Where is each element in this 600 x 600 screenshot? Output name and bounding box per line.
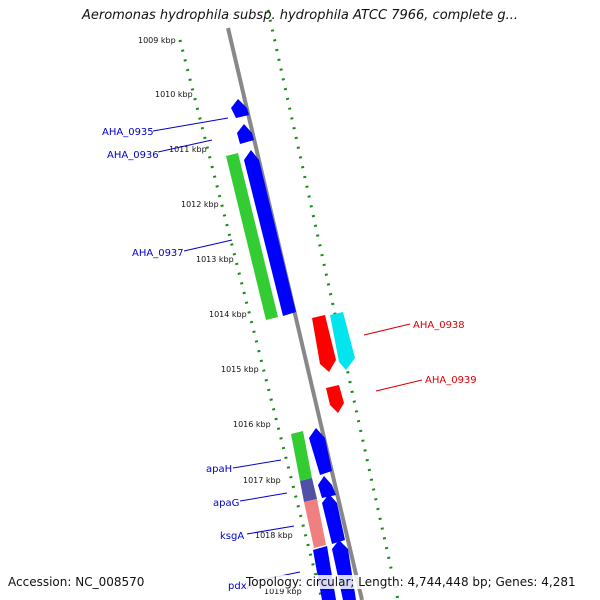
leader-line	[152, 117, 229, 132]
accession-text: Accession: NC_008570	[8, 575, 145, 589]
gene-arrow-aha-0939[interactable]	[326, 385, 344, 413]
gene-label-apag[interactable]: apaG	[213, 498, 239, 509]
tick-label: 1011 kbp	[169, 145, 207, 154]
gene-arrow-pdxa-2[interactable]	[332, 540, 356, 600]
gene-label-aha-0936[interactable]: AHA_0936	[107, 150, 159, 161]
map-title: Aeromonas hydrophila subsp. hydrophila A…	[81, 8, 519, 23]
gene-label-apah[interactable]: apaH	[206, 464, 232, 475]
gene-arrow-aha-0938[interactable]	[312, 315, 336, 372]
tick-labels: 1009 kbp 1010 kbp 1011 kbp 1012 kbp 1013…	[138, 36, 302, 596]
rna-bar-apah[interactable]	[291, 431, 312, 481]
leader-line	[375, 379, 423, 392]
leader-line	[363, 323, 411, 336]
tick-label: 1016 kbp	[233, 420, 271, 429]
gene-label-aha-0935[interactable]: AHA_0935	[102, 127, 154, 138]
right-dotted-track	[266, 9, 400, 600]
segment-ksga[interactable]	[304, 499, 326, 548]
left-dotted-track	[178, 39, 324, 600]
gene-arrow-aha-0937[interactable]	[244, 150, 296, 316]
genome-backbone	[226, 27, 364, 600]
tick-label: 1009 kbp	[138, 36, 176, 45]
leader-line	[239, 492, 288, 502]
gene-arrow-apah[interactable]	[309, 428, 332, 475]
tick-label: 1012 kbp	[181, 200, 219, 209]
gene-arrow-aha-0936[interactable]	[237, 124, 254, 144]
rna-bar-aha-0938[interactable]	[330, 312, 355, 370]
reverse-strand-features	[312, 312, 355, 413]
leader-line	[157, 139, 213, 153]
tick-label: 1017 kbp	[243, 476, 281, 485]
gene-arrow-ksga[interactable]	[322, 494, 345, 544]
gene-arrow-apag[interactable]	[318, 476, 336, 498]
forward-strand-features	[226, 99, 356, 600]
gene-label-aha-0939[interactable]: AHA_0939	[425, 375, 477, 386]
gene-label-aha-0937[interactable]: AHA_0937	[132, 248, 184, 259]
tick-label: 1015 kbp	[221, 365, 259, 374]
leader-line	[183, 239, 233, 252]
segment-apag[interactable]	[300, 478, 317, 502]
tick-label: 1013 kbp	[196, 255, 234, 264]
leader-line	[246, 525, 295, 535]
forward-gene-labels: AHA_0935 AHA_0936 AHA_0937 apaH apaG ksg…	[102, 117, 301, 592]
tick-label: 1019 kbp	[264, 587, 302, 596]
leader-line	[232, 459, 282, 469]
gene-arrow-aha-0935[interactable]	[231, 99, 249, 118]
tick-label: 1014 kbp	[209, 310, 247, 319]
tick-label: 1010 kbp	[155, 90, 193, 99]
gene-label-pdxa[interactable]: pdxA	[228, 581, 254, 592]
gene-label-ksga[interactable]: ksgA	[220, 531, 244, 542]
reverse-gene-labels: AHA_0938 AHA_0939	[363, 320, 477, 392]
tick-label: 1018 kbp	[255, 531, 293, 540]
gene-label-aha-0938[interactable]: AHA_0938	[413, 320, 465, 331]
genome-summary-text: Topology: circular; Length: 4,744,448 bp…	[246, 575, 576, 589]
rna-bar-aha-0937[interactable]	[226, 153, 278, 320]
